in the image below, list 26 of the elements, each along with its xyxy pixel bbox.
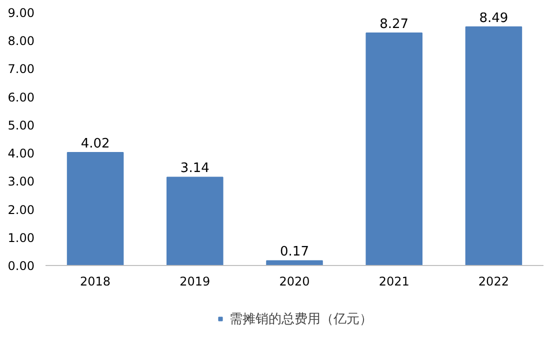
x-tick-label: 2021 — [378, 274, 410, 288]
bar — [66, 152, 124, 266]
data-label: 0.17 — [280, 244, 309, 260]
bar — [166, 176, 224, 266]
bar — [266, 260, 323, 266]
y-tick-label: 3.00 — [8, 174, 34, 189]
y-tick-label: 4.00 — [8, 146, 34, 161]
x-tick-label: 2019 — [180, 274, 210, 288]
y-tick-label: 0.00 — [8, 259, 34, 273]
y-tick-label: 7.00 — [8, 62, 34, 76]
y-tick-label: 6.00 — [8, 90, 34, 104]
data-label: 3.14 — [180, 161, 210, 176]
data-label: 4.02 — [80, 136, 110, 152]
legend-label: 需摊销的总费用（亿元） — [230, 310, 372, 328]
bar — [465, 26, 522, 266]
data-label: 8.49 — [479, 10, 508, 26]
y-tick-label: 1.00 — [8, 230, 34, 245]
y-tick-label: 9.00 — [8, 6, 34, 20]
x-tick-label: 2018 — [80, 274, 111, 288]
bar — [366, 32, 422, 266]
data-label: 8.27 — [380, 17, 409, 32]
y-tick-label: 5.00 — [8, 118, 34, 132]
y-tick-label: 2.00 — [8, 202, 34, 217]
x-tick-label: 2022 — [478, 274, 509, 288]
x-tick-label: 2020 — [279, 274, 310, 288]
y-tick-label: 8.00 — [8, 34, 34, 48]
